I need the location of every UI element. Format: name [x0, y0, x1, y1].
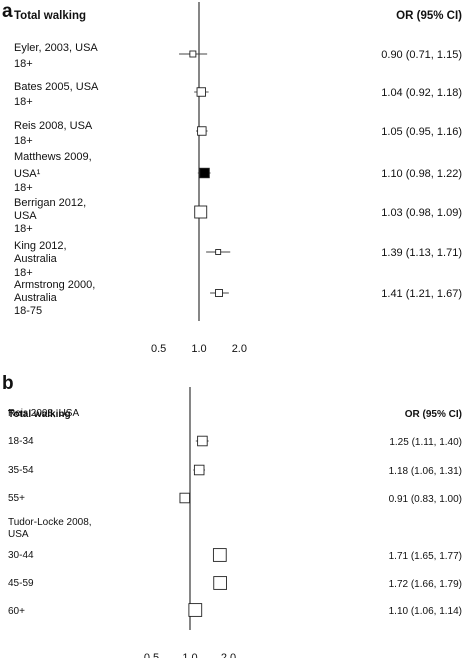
study-label: 18+ — [14, 182, 33, 194]
study-label: 35-54 — [8, 465, 34, 476]
study-label: Reis 2008, USA — [14, 120, 93, 132]
study-label: 18-34 — [8, 436, 34, 447]
study-row: 30-44 1.71 (1.65, 1.77) — [8, 548, 462, 562]
header-right: OR (95% CI) — [405, 409, 462, 420]
study-label: 18-75 — [14, 305, 42, 317]
or-ci-value: 1.39 (1.13, 1.71) — [381, 247, 462, 259]
group-label: USA — [8, 529, 29, 540]
point-estimate-box — [215, 249, 222, 255]
group-label: Reis 2008, USA — [8, 408, 79, 419]
study-label: USA — [14, 210, 37, 222]
study-label: Matthews 2009, — [14, 151, 92, 163]
study-row: Eyler, 2003, USA 18+ 0.90 (0.71, 1.15) — [14, 42, 462, 70]
point-estimate-box — [197, 435, 208, 447]
or-ci-value: 0.91 (0.83, 1.00) — [389, 494, 462, 505]
study-row: 60+ 1.10 (1.06, 1.14) — [8, 603, 462, 617]
study-row: 45-59 1.72 (1.66, 1.79) — [8, 576, 462, 590]
header-left: Total walking — [8, 409, 71, 420]
study-row: Bates 2005, USA 18+ 1.04 (0.92, 1.18) — [14, 81, 462, 108]
x-tick-label: 0.5 — [151, 343, 166, 355]
study-label: 18+ — [14, 135, 33, 147]
study-row: King 2012,Australia 18+ 1.39 (1.13, 1.71) — [14, 240, 462, 279]
study-label: Australia — [14, 253, 58, 265]
header-left: Total walking — [14, 10, 86, 22]
forest-panel-b: b Total walking OR (95% CI) 0.5 1.0 2.0 Reis 2… — [2, 373, 462, 658]
study-row: 35-54 1.18 (1.06, 1.31) — [8, 464, 462, 477]
or-ci-value: 1.05 (0.95, 1.16) — [381, 126, 462, 138]
or-ci-value: 1.10 (0.98, 1.22) — [381, 168, 462, 180]
point-estimate-box — [215, 289, 223, 297]
study-label: Australia — [14, 292, 58, 304]
study-label: 55+ — [8, 493, 25, 504]
group-label: Tudor-Locke 2008, — [8, 517, 92, 528]
panel-letter: b — [2, 373, 14, 394]
study-label: 18+ — [14, 223, 33, 235]
point-estimate-filled — [199, 167, 210, 179]
study-label: 30-44 — [8, 550, 34, 561]
or-ci-value: 1.18 (1.06, 1.31) — [389, 466, 462, 477]
x-tick-label: 2.0 — [232, 343, 247, 355]
or-ci-value: 0.90 (0.71, 1.15) — [381, 49, 462, 61]
study-row: Reis 2008, USA 18+ 1.05 (0.95, 1.16) — [14, 120, 462, 147]
forest-panel-a: a Total walking OR (95% CI) 0.5 1.0 2.0 Eyler,… — [2, 1, 462, 355]
or-ci-value: 1.71 (1.65, 1.77) — [389, 551, 462, 562]
point-estimate-box — [194, 205, 208, 219]
study-row: 18-34 1.25 (1.11, 1.40) — [8, 435, 462, 448]
x-tick-label: 1.0 — [191, 343, 206, 355]
point-estimate-box — [196, 87, 206, 97]
x-tick-label: 0.5 — [144, 652, 159, 658]
study-label: Eyler, 2003, USA — [14, 42, 98, 54]
point-estimate-box — [188, 603, 203, 617]
study-label: 45-59 — [8, 578, 34, 589]
point-estimate-box — [189, 50, 197, 58]
point-estimate-box — [212, 548, 227, 562]
study-label: Armstrong 2000, — [14, 279, 95, 291]
or-ci-value: 1.41 (1.21, 1.67) — [381, 288, 462, 300]
or-ci-value: 1.10 (1.06, 1.14) — [389, 606, 462, 617]
study-label: King 2012, — [14, 240, 67, 252]
point-estimate-box — [179, 492, 191, 504]
x-tick-label: 1.0 — [182, 652, 197, 658]
study-row: 55+ 0.91 (0.83, 1.00) — [8, 492, 462, 505]
study-label: 18+ — [14, 96, 33, 108]
study-label: USA¹ — [14, 168, 41, 180]
study-label: 60+ — [8, 606, 25, 617]
point-estimate-box — [213, 576, 227, 590]
study-label: Berrigan 2012, — [14, 197, 86, 209]
study-label: Bates 2005, USA — [14, 81, 99, 93]
or-ci-value: 1.72 (1.66, 1.79) — [389, 579, 462, 590]
study-label: 18+ — [14, 267, 33, 279]
or-ci-value: 1.04 (0.92, 1.18) — [381, 87, 462, 99]
point-estimate-box — [193, 464, 205, 476]
study-row: Matthews 2009, USA¹ 18+ 1.10 (0.98, 1.22) — [14, 151, 462, 194]
study-label: 18+ — [14, 58, 33, 70]
or-ci-value: 1.25 (1.11, 1.40) — [389, 437, 462, 448]
x-tick-label: 2.0 — [221, 652, 236, 658]
or-ci-value: 1.03 (0.98, 1.09) — [381, 207, 462, 219]
point-estimate-box — [197, 126, 207, 136]
panel-letter: a — [2, 1, 13, 22]
header-right: OR (95% CI) — [396, 10, 462, 22]
